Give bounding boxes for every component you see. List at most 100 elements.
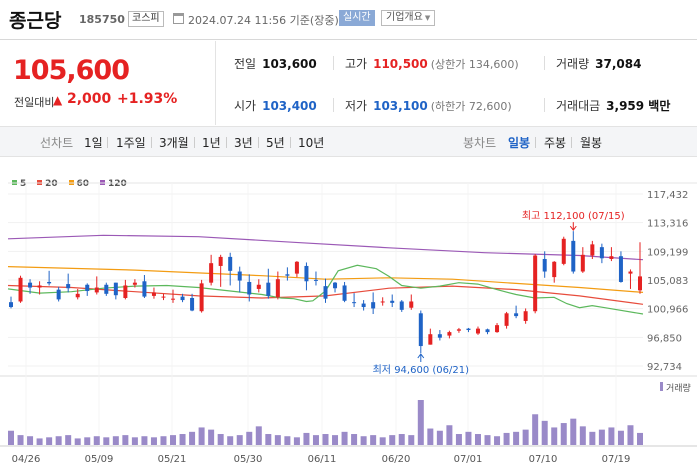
- candle-body: [37, 285, 42, 288]
- stat-label: 저가: [345, 99, 368, 113]
- candle-body: [218, 256, 223, 266]
- divider: [258, 137, 259, 148]
- change-percent: +1.93%: [117, 91, 178, 107]
- candle-body: [580, 254, 585, 272]
- line-chart-label: 선차트: [40, 136, 74, 150]
- candlestick-chart[interactable]: 117,432 113,316 109,199 105,083 100,966 96,85…: [0, 178, 697, 474]
- candle-body: [209, 263, 214, 283]
- candle-body: [495, 325, 500, 333]
- volume-bar: [617, 430, 624, 445]
- candle-body: [104, 284, 109, 294]
- y-tick-label: 117,432: [647, 190, 688, 201]
- volume-bar: [427, 428, 434, 445]
- volume-bar: [198, 427, 205, 445]
- tab-1d[interactable]: 1일: [84, 136, 103, 150]
- volume-bar: [93, 436, 100, 445]
- candle-body: [466, 328, 471, 331]
- candle-body: [113, 282, 118, 296]
- candle-body: [199, 283, 204, 312]
- volume-bar: [150, 437, 157, 445]
- up-triangle-icon: ▲: [53, 93, 63, 107]
- y-tick-label: 100,966: [647, 305, 688, 316]
- divider: [107, 137, 108, 148]
- candle-body: [533, 255, 538, 312]
- candle-body: [56, 289, 61, 300]
- volume-bar: [131, 437, 138, 445]
- volume-bar: [551, 427, 558, 445]
- candle-body: [123, 285, 128, 298]
- stat-value: 103,100: [373, 99, 428, 113]
- tab-3y[interactable]: 3년: [234, 136, 253, 150]
- legend-label: 60: [76, 179, 90, 189]
- candle-body: [142, 281, 147, 297]
- volume-bar: [8, 430, 14, 445]
- tab-1y[interactable]: 1년: [202, 136, 221, 150]
- volume-bar: [379, 437, 386, 445]
- datetime: 2024.07.24 11:56 기준(장중): [188, 14, 339, 27]
- stat-low: 저가 103,100 (하한가 72,600): [345, 97, 512, 114]
- price-summary: 105,600 전일대비 ▲ 2,000 +1.93%: [0, 41, 216, 125]
- stat-prev-close: 전일 103,600: [234, 55, 317, 72]
- candle-body: [66, 284, 71, 289]
- candle-body: [237, 271, 242, 281]
- candle-body: [285, 274, 290, 276]
- candle-body: [552, 261, 557, 278]
- divider: [333, 56, 334, 70]
- candle-body: [618, 256, 623, 282]
- stat-label: 거래대금: [556, 99, 601, 113]
- candle-body: [599, 247, 604, 259]
- tab-daily[interactable]: 일봉: [508, 136, 531, 150]
- volume-bar: [112, 436, 119, 445]
- max-annotation: 최고 112,100 (07/15): [522, 210, 625, 222]
- tab-3m[interactable]: 3개월: [159, 136, 189, 150]
- candle-body: [247, 281, 252, 295]
- ma60-line: [7, 266, 644, 293]
- volume-bar: [408, 435, 415, 445]
- stat-sub: (하한가 72,600): [430, 100, 512, 113]
- candle-body: [47, 281, 52, 284]
- candle-body: [447, 332, 452, 336]
- candle-body: [180, 296, 185, 301]
- tab-weekly[interactable]: 주봉: [544, 136, 567, 150]
- candle-body: [323, 286, 328, 299]
- min-arrow-icon: [417, 353, 425, 363]
- volume-bar: [227, 436, 234, 445]
- y-tick-label: 96,850: [647, 333, 682, 344]
- volume-bar: [141, 436, 148, 445]
- volume-bar: [179, 434, 186, 445]
- volume-bar: [474, 434, 481, 445]
- volume-bar: [55, 436, 62, 445]
- candle-body: [523, 311, 528, 321]
- volume-bar: [484, 435, 491, 445]
- volume-bar: [627, 425, 634, 445]
- tab-5y[interactable]: 5년: [266, 136, 285, 150]
- divider: [571, 137, 572, 148]
- ma120-line: [7, 234, 644, 261]
- volume-bar: [322, 434, 329, 445]
- change-value: 2,000: [67, 91, 112, 107]
- candle-body: [561, 238, 566, 264]
- calendar-icon: [173, 13, 184, 24]
- volume-bar: [465, 431, 472, 445]
- stat-label: 고가: [345, 57, 368, 71]
- volume-bar: [398, 434, 405, 445]
- tab-10y[interactable]: 10년: [298, 136, 325, 150]
- candle-body: [628, 271, 633, 274]
- tab-1w[interactable]: 1주일: [116, 136, 146, 150]
- x-tick-label: 07/01: [454, 454, 483, 465]
- volume-bar: [236, 435, 243, 445]
- company-info-label: 기업개요: [386, 12, 423, 23]
- volume-bar: [74, 438, 81, 445]
- candle-body: [428, 334, 433, 345]
- realtime-button[interactable]: 실시간: [339, 10, 375, 26]
- tab-monthly[interactable]: 월봉: [580, 136, 603, 150]
- volume-bar: [455, 434, 462, 445]
- volume-bar: [436, 430, 443, 445]
- volume-bar: [370, 435, 377, 445]
- company-info-button[interactable]: 기업개요 ▼: [381, 10, 436, 26]
- candle-body: [304, 265, 309, 282]
- volume-bar: [103, 437, 110, 445]
- volume-bar: [189, 431, 196, 445]
- divider: [290, 137, 291, 148]
- title-bar: 종근당 185750 코스피 2024.07.24 11:56 기준(장중) 실…: [0, 0, 697, 40]
